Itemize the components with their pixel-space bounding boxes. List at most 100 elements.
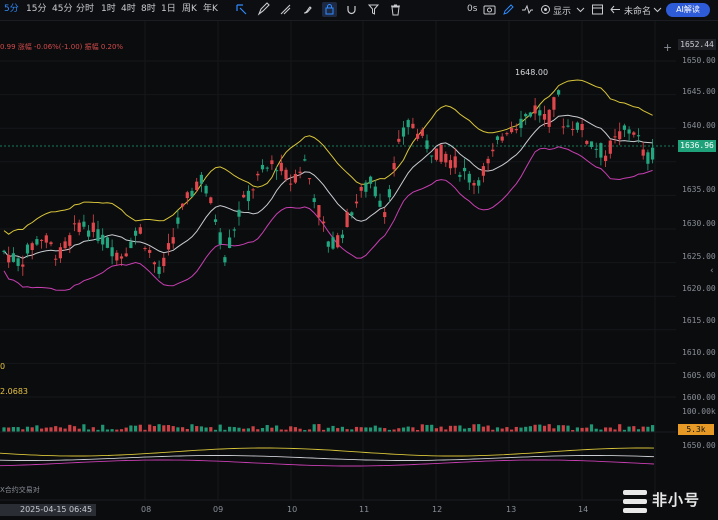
candle-body (40, 239, 44, 241)
volume-bar (425, 424, 429, 432)
volume-bar (270, 427, 274, 432)
volume-bar (279, 429, 283, 432)
ai-analysis-button[interactable]: AI解读 (666, 3, 710, 17)
volume-bar (369, 427, 373, 432)
timeframe-45m[interactable]: 45分 (52, 4, 73, 14)
volume-bar (533, 424, 537, 432)
price-tick: 1635.00 (682, 185, 716, 194)
lines-icon[interactable] (278, 2, 293, 17)
timeframe-1d[interactable]: 1日 (161, 4, 176, 14)
camera-icon[interactable] (482, 2, 497, 17)
candle-body (369, 176, 373, 184)
volume-bar (641, 426, 645, 432)
display-label[interactable]: 显示 (553, 7, 572, 17)
volume-bar (528, 426, 532, 432)
brush-icon[interactable] (300, 2, 315, 17)
candlestick-chart[interactable] (0, 21, 718, 520)
volume-bar (354, 426, 359, 432)
candle-body (354, 201, 359, 204)
filter-icon[interactable] (366, 2, 381, 17)
candle-body (63, 241, 67, 249)
volume-bar (524, 426, 528, 432)
candle-body (519, 118, 523, 128)
volume-bar (213, 429, 218, 432)
time-cursor-badge: 2025-04-15 06:45 (0, 504, 97, 516)
settings-icon[interactable] (538, 2, 553, 17)
candle-body (49, 242, 53, 245)
volume-bar (91, 427, 95, 432)
candle-body (105, 237, 109, 248)
volume-bar (420, 424, 424, 432)
sub-line-middle (0, 455, 655, 461)
candle-body (87, 230, 91, 237)
volume-bar (580, 427, 584, 432)
candle-body (477, 180, 481, 186)
timeframe-15m[interactable]: 15分 (26, 4, 47, 14)
timeframe-1h[interactable]: 1时 (101, 4, 116, 14)
timeframe-5m[interactable]: 5分 (4, 4, 19, 14)
trash-icon[interactable] (388, 2, 403, 17)
candle-body (359, 186, 363, 191)
volume-bar (495, 427, 500, 432)
volume-bar (444, 429, 448, 432)
volume-bar (58, 427, 62, 432)
volume-bar (11, 427, 15, 432)
crosshair-icon[interactable] (234, 2, 249, 17)
chart-grid (0, 21, 676, 500)
candle-body (232, 229, 236, 231)
chart-toolbar: 5分 15分 45分 分时 1时 4时 8时 1日 周K 年K 0s 显示 未命… (0, 0, 718, 21)
pen-icon[interactable] (256, 2, 271, 17)
edit-icon[interactable] (501, 2, 516, 17)
timeframe-8h[interactable]: 8时 (141, 4, 156, 14)
volume-bar (646, 426, 650, 432)
candle-body (293, 173, 297, 183)
chevron-down-icon[interactable] (573, 2, 588, 17)
price-tick: 1645.00 (682, 87, 716, 96)
timeframe-4h[interactable]: 4时 (121, 4, 136, 14)
magnet-icon[interactable] (344, 2, 359, 17)
timeframe-intraday[interactable]: 分时 (76, 4, 95, 14)
volume-bar (77, 428, 81, 432)
volume-bar (373, 425, 377, 432)
bollinger-lower (3, 146, 653, 291)
candle-body (651, 147, 655, 160)
timeframe-year[interactable]: 年K (203, 4, 218, 14)
volume-bar (406, 426, 410, 432)
price-tick: 1620.00 (682, 284, 716, 293)
volume-bar (143, 429, 147, 432)
lock-icon[interactable] (322, 2, 337, 17)
volume-bar (317, 424, 321, 432)
candle-body (171, 237, 175, 244)
volume-bar (7, 427, 11, 432)
volume-bar (486, 425, 490, 432)
volume-bar (331, 425, 335, 432)
high-price-label: 1648.00 (515, 68, 549, 77)
timeframe-week[interactable]: 周K (182, 4, 197, 14)
unnamed-layout-label[interactable]: 未命名 (624, 7, 652, 17)
volume-bar (195, 426, 199, 432)
candle-body (514, 129, 518, 131)
candle-body (162, 257, 166, 267)
volume-bar (152, 426, 156, 432)
chevron-down-icon[interactable] (650, 2, 665, 17)
volume-bar (571, 429, 575, 432)
candle-body (260, 164, 265, 170)
pulse-icon[interactable] (520, 2, 535, 17)
x-tick: 10 (287, 505, 298, 514)
layout-icon[interactable] (590, 2, 605, 17)
volume-bar (392, 429, 396, 432)
volume-bar (166, 425, 171, 432)
volume-bar (326, 427, 330, 432)
candle-body (383, 212, 387, 218)
back-icon[interactable] (608, 2, 623, 17)
volume-bar (618, 424, 622, 432)
plus-icon[interactable]: + (663, 41, 673, 54)
candle-body (594, 148, 598, 150)
candle-body (481, 166, 485, 176)
chevron-left-icon[interactable]: ‹ (710, 266, 714, 276)
candle-body (467, 173, 471, 183)
candle-body (2, 250, 6, 253)
candle-body (387, 189, 391, 198)
candle-body (434, 148, 438, 160)
candle-body (613, 136, 617, 138)
